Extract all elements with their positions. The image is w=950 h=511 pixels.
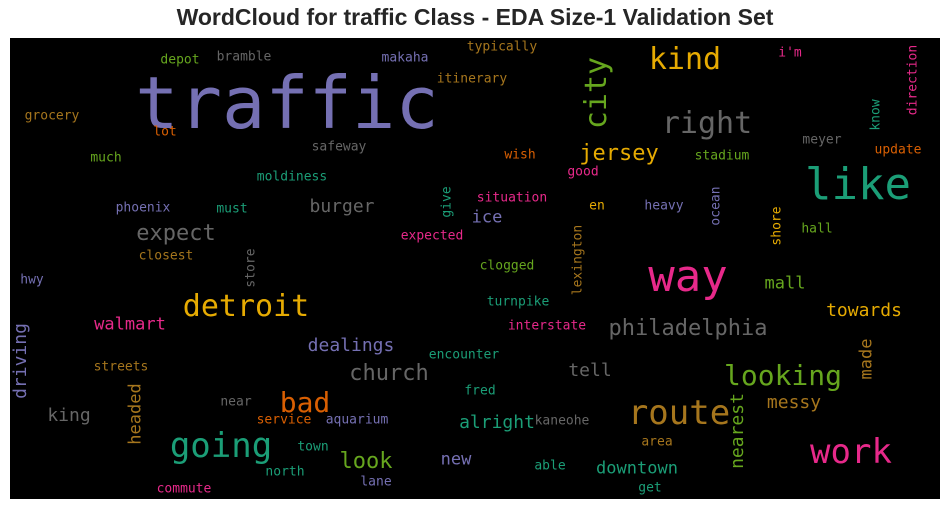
word-north: north — [265, 464, 305, 480]
word-meyer: meyer — [802, 132, 842, 148]
word-downtown: downtown — [596, 458, 678, 479]
word-walmart: walmart — [94, 314, 166, 335]
word-aquarium: aquarium — [325, 412, 389, 428]
word-clogged: clogged — [479, 258, 535, 274]
word-town: town — [297, 439, 329, 455]
word-lexington: lexington — [570, 224, 586, 296]
word-itinerary: itinerary — [436, 71, 508, 87]
word-typically: typically — [466, 39, 538, 55]
word-must: must — [216, 201, 248, 217]
word-able: able — [534, 458, 566, 474]
word-direction: direction — [905, 44, 921, 116]
word-looking: looking — [723, 359, 843, 392]
word-shore: shore — [769, 206, 785, 246]
word-situation: situation — [476, 190, 548, 206]
word-mall: mall — [764, 273, 806, 294]
word-look: look — [339, 449, 393, 474]
word-moldiness: moldiness — [256, 169, 328, 185]
word-near: near — [220, 394, 252, 410]
word-tell: tell — [568, 360, 612, 381]
word-turnpike: turnpike — [486, 294, 550, 310]
word-ice: ice — [471, 207, 503, 228]
word-makaha: makaha — [381, 50, 429, 66]
word-hwy: hwy — [20, 272, 44, 288]
word-i-m: i'm — [778, 45, 802, 61]
chart-title: WordCloud for traffic Class - EDA Size-1… — [176, 4, 774, 30]
word-ocean: ocean — [708, 186, 724, 226]
word-update: update — [874, 142, 922, 158]
word-stadium: stadium — [694, 148, 750, 164]
word-en: en — [589, 198, 605, 214]
word-give: give — [439, 186, 455, 218]
word-expected: expected — [400, 228, 464, 244]
word-get: get — [638, 480, 662, 496]
word-messy: messy — [766, 392, 822, 413]
word-made: made — [856, 338, 877, 380]
word-route: route — [627, 393, 731, 433]
word-traffic: traffic — [135, 61, 439, 145]
word-way: way — [648, 251, 728, 302]
word-commute: commute — [156, 481, 212, 497]
word-alright: alright — [459, 412, 535, 433]
word-new: new — [440, 449, 472, 470]
word-work: work — [810, 432, 892, 472]
word-expect: expect — [136, 221, 216, 246]
word-wish: wish — [504, 147, 536, 163]
word-depot: depot — [160, 52, 200, 68]
word-fred: fred — [464, 383, 496, 399]
word-lot: lot — [153, 124, 177, 140]
word-streets: streets — [93, 359, 149, 375]
word-area: area — [641, 434, 673, 450]
word-service: service — [256, 412, 312, 428]
word-dealings: dealings — [307, 335, 395, 356]
word-jersey: jersey — [579, 141, 659, 166]
word-right: right — [661, 106, 753, 141]
word-hall: hall — [801, 221, 833, 237]
word-good: good — [567, 164, 599, 180]
word-heavy: heavy — [644, 198, 684, 214]
word-going: going — [169, 426, 273, 466]
word-know: know — [868, 99, 884, 131]
word-bramble: bramble — [216, 49, 272, 65]
word-driving: driving — [10, 323, 31, 399]
word-interstate: interstate — [507, 318, 587, 334]
word-cloud-canvas: traffic way like route going detroit work kind r… — [10, 38, 940, 499]
word-philadelphia: philadelphia — [608, 316, 768, 341]
word-bad: bad — [279, 386, 331, 419]
word-headed: headed — [125, 383, 146, 445]
word-city: city — [579, 56, 614, 130]
word-encounter: encounter — [428, 347, 500, 363]
word-much: much — [90, 150, 122, 166]
word-store: store — [243, 248, 259, 288]
word-phoenix: phoenix — [115, 200, 171, 216]
word-detroit: detroit — [182, 289, 310, 324]
word-kind: kind — [648, 42, 722, 77]
word-burger: burger — [309, 196, 375, 217]
word-closest: closest — [138, 248, 194, 264]
word-church: church — [349, 361, 429, 386]
word-safeway: safeway — [311, 139, 367, 155]
word-towards: towards — [826, 300, 902, 321]
word-nearest: nearest — [727, 393, 748, 469]
word-king: king — [47, 405, 91, 426]
word-lane: lane — [360, 474, 392, 490]
word-like: like — [805, 159, 911, 210]
word-kaneohe: kaneohe — [534, 413, 590, 429]
word-grocery: grocery — [24, 108, 80, 124]
